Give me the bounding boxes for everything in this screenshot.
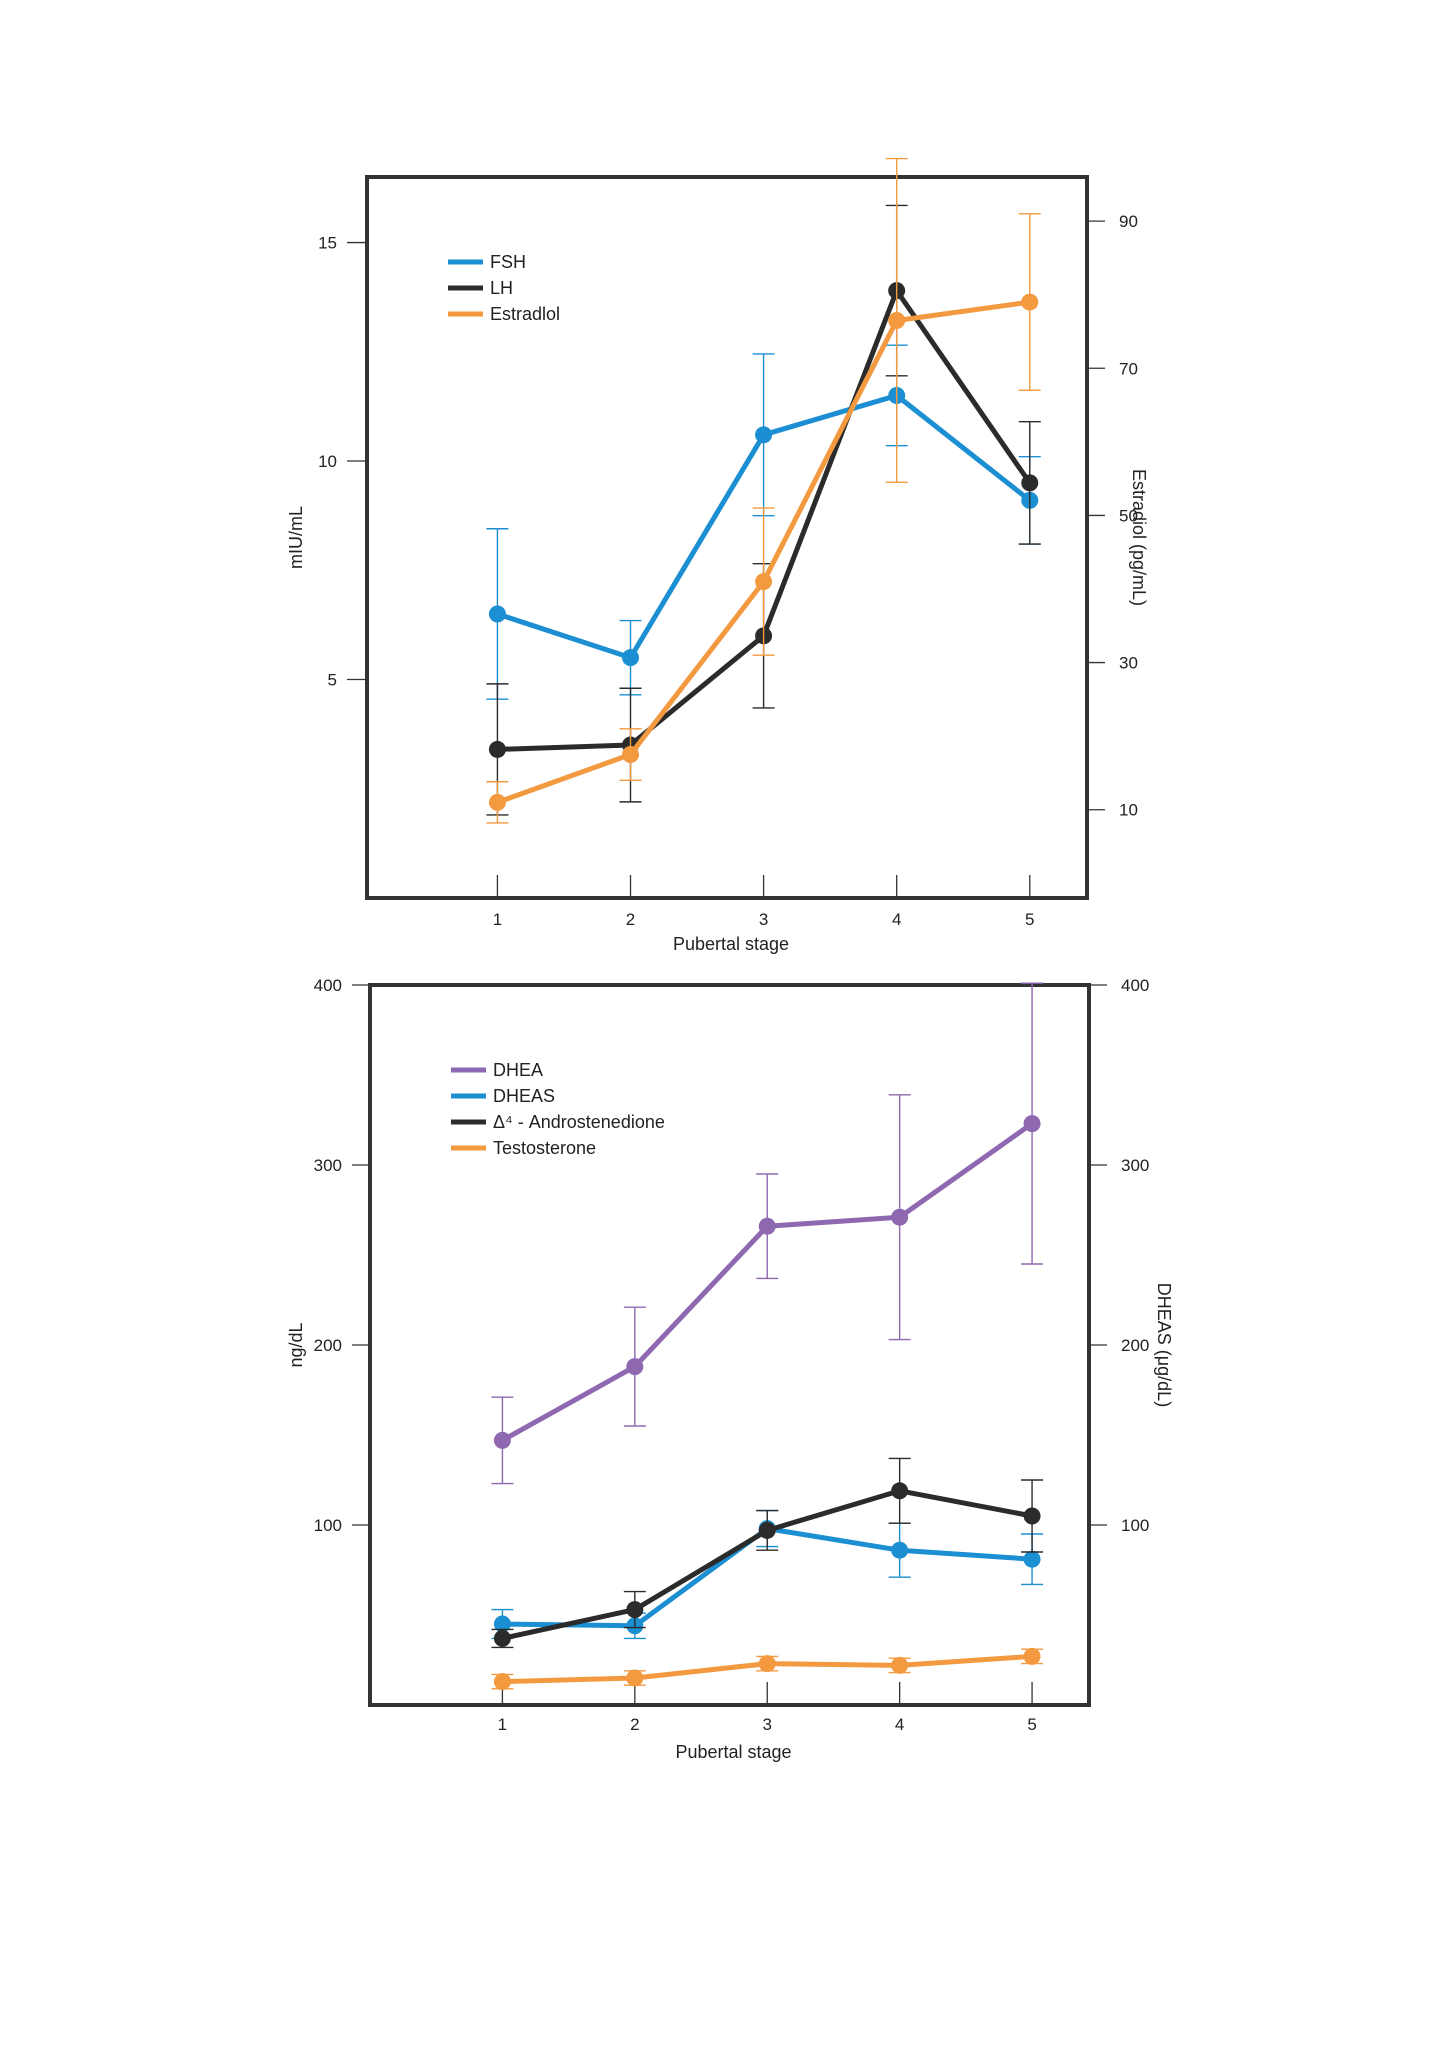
y2-tick-label: 50 [1119,506,1138,525]
y-tick-label: 5 [328,671,337,690]
data-point [758,1655,776,1673]
plot-frame [368,983,1091,1707]
data-point [755,573,773,591]
y-tick-label: 400 [314,976,342,995]
x-axis-title: Pubertal stage [675,1742,791,1762]
data-point [622,649,640,667]
y-axis-title: mIU/mL [286,506,306,569]
data-point [493,1629,511,1647]
data-point [1023,1115,1041,1133]
legend-label: FSH [490,252,526,272]
y2-tick-label: 70 [1119,359,1138,378]
x-tick-label: 4 [892,910,901,929]
legend-label: DHEAS [493,1086,555,1106]
data-point [488,605,506,623]
series-0 [491,982,1044,1485]
data-point [888,311,906,329]
x-tick-label: 5 [1027,1715,1036,1734]
y2-tick-label: 100 [1121,1516,1149,1535]
y2-tick-label: 90 [1119,212,1138,231]
series-2 [491,1457,1044,1649]
legend-label: Δ⁴ - Androstenedione [493,1112,665,1132]
x-tick-label: 1 [493,910,502,929]
data-point [891,1208,909,1226]
data-point [626,1601,644,1619]
x-axis-title: Pubertal stage [673,934,789,954]
data-point [622,746,640,764]
data-point [758,1521,776,1539]
data-point [626,1358,644,1376]
data-point [755,426,773,444]
series-3 [491,1647,1044,1691]
x-tick-label: 1 [498,1715,507,1734]
y-axis-title: ng/dL [286,1322,306,1367]
x-tick-label: 5 [1025,910,1034,929]
y2-tick-label: 400 [1121,976,1149,995]
data-point [891,1656,909,1674]
data-point [488,740,506,758]
legend-label: LH [490,278,513,298]
data-point [758,1217,776,1235]
legend-label: DHEA [493,1060,543,1080]
data-point [1021,293,1039,311]
y-tick-label: 300 [314,1156,342,1175]
data-point [1021,474,1039,492]
y-tick-label: 15 [318,234,337,253]
x-tick-label: 2 [630,1715,639,1734]
x-tick-label: 3 [759,910,768,929]
data-point [1023,1550,1041,1568]
legend-label: Testosterone [493,1138,596,1158]
y2-tick-label: 30 [1119,654,1138,673]
y2-axis-title: DHEAS (μg/dL) [1154,1283,1174,1407]
data-point [493,1673,511,1691]
y-tick-label: 100 [314,1516,342,1535]
y2-axis-title: Estradiol (pg/mL) [1129,469,1149,606]
chart-panel-1: 5 10 15 10 30 50 70 90 1 2 3 4 5 Pubertal stage mIU/mL… [286,157,1149,954]
x-tick-label: 3 [763,1715,772,1734]
data-point [1023,1647,1041,1665]
x-tick-label: 4 [895,1715,904,1734]
series-2 [486,157,1041,824]
data-point [1023,1507,1041,1525]
y-tick-label: 10 [318,452,337,471]
legend-label: Estradlol [490,304,560,324]
y-tick-label: 200 [314,1336,342,1355]
legend: DHEA DHEAS Δ⁴ - Androstenedione Testosteron… [451,1060,665,1158]
series-line [499,1121,1035,1443]
plot-frame [365,175,1089,900]
data-point [626,1669,644,1687]
y2-tick-label: 300 [1121,1156,1149,1175]
data-point [891,1541,909,1559]
chart-panel-2: 100 200 300 400 100 200 300 400 1 2 3 4 5 Pubertal st… [286,976,1174,1762]
data-point [493,1431,511,1449]
y2-tick-label: 200 [1121,1336,1149,1355]
y2-tick-label: 10 [1119,801,1138,820]
data-point [891,1482,909,1500]
legend: FSH LH Estradlol [448,252,560,324]
data-point [493,1615,511,1633]
data-point [488,793,506,811]
x-tick-label: 2 [626,910,635,929]
